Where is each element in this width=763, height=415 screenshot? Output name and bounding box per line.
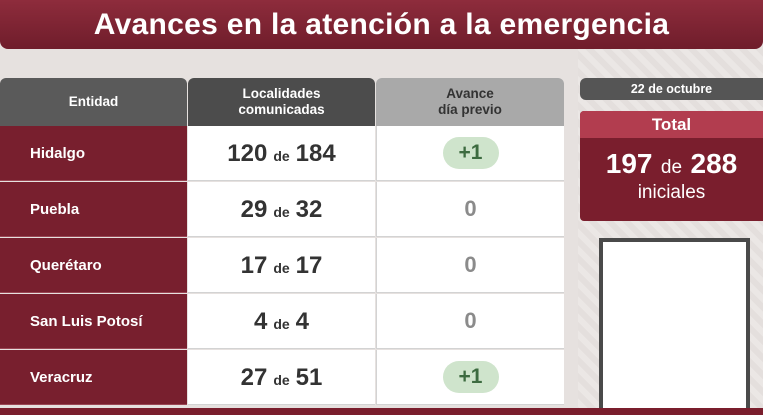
table-row: Veracruz 27 de 51 +1 (0, 350, 564, 405)
header-localidades: Localidades comunicadas (188, 78, 375, 126)
de-label: de (273, 260, 290, 276)
table-row: Querétaro 17 de 17 0 (0, 238, 564, 293)
total-value: 17 (295, 252, 323, 279)
row-avance: +1 (376, 350, 564, 405)
total-count: 197 de 288 (580, 148, 763, 180)
row-entidad: San Luis Potosí (0, 294, 187, 349)
video-inset (599, 238, 750, 412)
total-heading: Total (580, 111, 763, 138)
de-label: de (273, 372, 290, 388)
total-de: de (660, 157, 683, 178)
avance-badge: +1 (442, 361, 499, 393)
row-entidad: Querétaro (0, 238, 187, 293)
row-localidades: 27 de 51 (188, 350, 375, 405)
row-localidades: 120 de 184 (188, 126, 375, 181)
total-value: 32 (295, 196, 323, 223)
comunicadas-value: 120 (227, 140, 268, 167)
row-entidad: Puebla (0, 182, 187, 237)
date-badge: 22 de octubre (580, 78, 763, 100)
total-of: 288 (690, 148, 738, 179)
table-row: Puebla 29 de 32 0 (0, 182, 564, 237)
comunicadas-value: 17 (240, 252, 268, 279)
comunicadas-value: 29 (240, 196, 268, 223)
avance-value: 0 (464, 308, 477, 333)
avance-value: 0 (464, 196, 477, 221)
comunicadas-value: 4 (253, 308, 268, 335)
row-entidad: Hidalgo (0, 126, 187, 181)
row-localidades: 4 de 4 (188, 294, 375, 349)
de-label: de (273, 316, 290, 332)
avance-value: 0 (464, 252, 477, 277)
total-value: 51 (295, 364, 323, 391)
row-avance: 0 (376, 182, 564, 237)
comunicadas-value: 27 (240, 364, 268, 391)
total-summary: Total 197 de 288 iniciales (580, 111, 763, 221)
page-title: Avances en la atención a la emergencia (0, 0, 763, 49)
header-avance: Avance día previo (376, 78, 564, 126)
total-value: 184 (295, 140, 336, 167)
table-row: Hidalgo 120 de 184 +1 (0, 126, 564, 181)
row-avance: 0 (376, 238, 564, 293)
total-suffix: iniciales (637, 182, 706, 203)
total-value: 197 (605, 148, 653, 179)
row-avance: +1 (376, 126, 564, 181)
header-entidad: Entidad (0, 78, 187, 126)
table-row: San Luis Potosí 4 de 4 0 (0, 294, 564, 349)
row-localidades: 17 de 17 (188, 238, 375, 293)
avance-badge: +1 (442, 137, 499, 169)
bottom-bar (0, 408, 763, 415)
de-label: de (273, 204, 290, 220)
row-avance: 0 (376, 294, 564, 349)
row-entidad: Veracruz (0, 350, 187, 405)
total-value: 4 (295, 308, 310, 335)
de-label: de (273, 148, 290, 164)
row-localidades: 29 de 32 (188, 182, 375, 237)
